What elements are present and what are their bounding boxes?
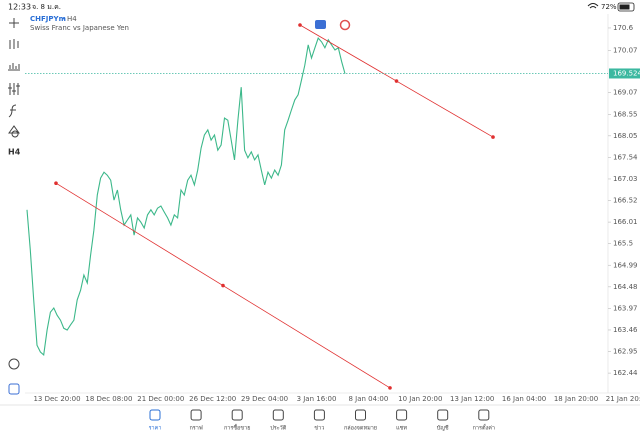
battery-level <box>619 4 630 10</box>
y-tick-label: 163.46 <box>613 326 638 334</box>
objects-tool[interactable] <box>8 125 20 138</box>
trendline-point[interactable] <box>54 181 58 185</box>
tab-icon[interactable] <box>313 409 325 421</box>
tab-label[interactable]: ประวัติ <box>270 425 286 432</box>
trendline-point[interactable] <box>394 79 399 83</box>
tab-label[interactable]: แชท <box>396 425 407 432</box>
tab-label[interactable]: กล่องจดหมาย <box>344 426 377 432</box>
toolbar-timeframe[interactable]: H4 <box>8 148 21 157</box>
y-tick-label: 168.05 <box>613 132 638 140</box>
trendline-point[interactable] <box>221 283 225 288</box>
status-time: 12:33 <box>8 3 31 12</box>
tab-icon[interactable] <box>190 409 202 421</box>
trendline-point[interactable] <box>298 23 302 27</box>
y-tick-label: 165.5 <box>613 240 633 248</box>
y-tick-label: 166.01 <box>613 218 638 226</box>
x-tick-label: 10 Jan 20:00 <box>398 395 442 403</box>
x-tick-label: 21 Dec 00:00 <box>137 395 184 403</box>
x-tick-label: 29 Dec 04:00 <box>241 395 288 403</box>
tab-label[interactable]: ข่าว <box>314 426 324 432</box>
left-toolbar <box>8 18 20 395</box>
y-tick-label: 167.03 <box>613 175 638 183</box>
y-tick-label: 168.55 <box>613 111 638 119</box>
y-tick-label: 170.6 <box>613 24 634 32</box>
indicator-tool[interactable] <box>8 83 20 95</box>
trendline-point[interactable] <box>491 135 495 139</box>
x-tick-label: 18 Jan 20:00 <box>554 395 598 403</box>
trade-shortcut[interactable] <box>8 383 20 395</box>
x-tick-label: 8 Jan 04:00 <box>348 395 388 403</box>
x-tick-label: 13 Jan 12:00 <box>450 395 494 403</box>
price-line <box>26 37 346 356</box>
tab-icon[interactable] <box>149 409 161 421</box>
y-tick-label: 167.54 <box>613 153 638 161</box>
y-tick-label: 169.07 <box>613 89 638 97</box>
tab-label[interactable]: การซื้อขาย <box>224 424 250 432</box>
separator: • <box>62 15 66 23</box>
symbol: CHFJPYm <box>30 15 66 23</box>
x-tick-label: 3 Jan 16:00 <box>297 395 337 403</box>
description: Swiss Franc vs Japanese Yen <box>30 24 129 32</box>
tab-icon[interactable] <box>355 409 366 421</box>
wifi-icon <box>587 3 599 9</box>
y-tick-label: 163.97 <box>613 304 638 312</box>
tab-label[interactable]: บัญชี <box>437 425 449 432</box>
tab-icon[interactable] <box>231 409 243 421</box>
current-price-label: 169.524 <box>613 69 640 77</box>
tab-icon[interactable] <box>437 409 449 421</box>
analysis-icon[interactable] <box>8 358 20 370</box>
tab-label[interactable]: ราคา <box>149 426 162 432</box>
tab-bar: ราคา กราฟ การซื้อขาย ประวัติ ข่าว กล่องจดหมาย… <box>149 409 495 432</box>
tab-icon[interactable] <box>396 409 408 421</box>
function-tool[interactable] <box>8 104 17 118</box>
status-battery: 72% <box>601 3 617 11</box>
y-tick-label: 162.95 <box>613 348 638 356</box>
current-price-box <box>609 68 640 79</box>
status-date: จ. 8 ม.ค. <box>32 3 61 11</box>
trendline-point[interactable] <box>388 386 392 390</box>
trade-icon[interactable] <box>315 20 326 29</box>
one-click-icon[interactable] <box>339 19 351 31</box>
x-tick-label: 16 Jan 04:00 <box>502 395 546 403</box>
y-tick-label: 166.52 <box>613 197 638 205</box>
y-tick-label: 164.99 <box>613 261 638 269</box>
tab-icon[interactable] <box>478 409 490 421</box>
battery-icon <box>617 2 635 12</box>
y-tick-label: 170.07 <box>613 46 638 54</box>
tab-label[interactable]: การตั้งค่า <box>473 424 495 432</box>
chart-type-tool[interactable] <box>9 39 19 49</box>
x-tick-label: 13 Dec 20:00 <box>33 395 80 403</box>
x-tick-label: 18 Dec 08:00 <box>85 395 132 403</box>
plot: 170.6 170.07 169.07 168.55 168.05 167.54 167.0… <box>25 23 640 403</box>
y-tick-label: 164.48 <box>613 283 638 291</box>
tab-icon[interactable] <box>272 409 284 421</box>
x-tick-label: 26 Dec 12:00 <box>189 395 236 403</box>
tab-label[interactable]: กราฟ <box>189 425 202 432</box>
x-tick-label: 21 Jan 20:00 <box>606 395 640 403</box>
volume-tool[interactable] <box>8 63 20 71</box>
y-tick-label: 162.44 <box>613 369 638 377</box>
timeframe: H4 <box>67 15 77 23</box>
crosshair-tool[interactable] <box>9 18 19 28</box>
